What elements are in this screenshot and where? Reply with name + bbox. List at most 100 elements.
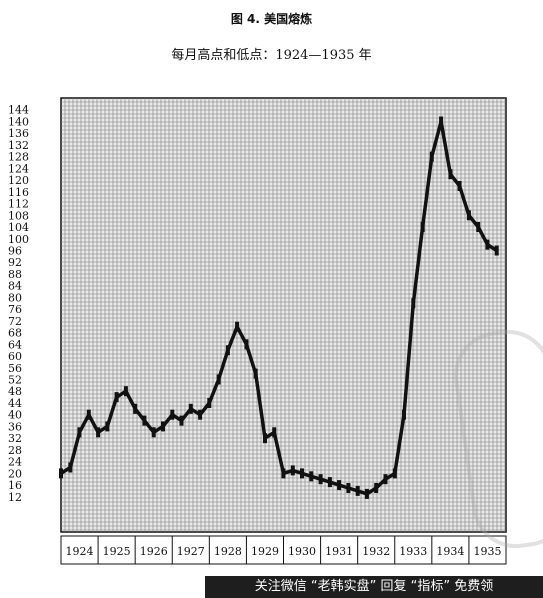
data-point [114,392,119,403]
y-tick-label: 104 [8,221,29,234]
data-point [225,345,230,356]
data-point [364,488,369,499]
y-tick-label: 108 [8,209,29,222]
data-point [355,485,360,496]
data-point [142,415,147,426]
y-tick-label: 140 [8,115,29,128]
plot-area [60,97,507,533]
y-tick-label: 124 [8,162,29,175]
data-point [133,403,138,414]
data-point [300,468,304,479]
x-axis: 1924 1925 1926 1927 1928 1929 1930 1931 1932 1933… [60,535,507,565]
data-point [170,409,175,420]
data-point [383,474,388,485]
y-tick-label: 24 [8,456,22,469]
x-tick-label: 1935 [473,545,501,558]
data-point [374,483,379,493]
x-tick-label: 1934 [436,545,464,558]
data-point [216,374,221,385]
data-point [198,409,203,420]
x-tick-label: 1924 [66,545,94,558]
y-tick-label: 36 [8,420,22,433]
y-tick-label: 12 [8,491,22,504]
y-tick-label: 92 [8,256,22,269]
data-point [411,298,416,309]
y-tick-label: 128 [8,151,29,164]
x-tick-label: 1929 [251,545,279,558]
y-tick-label: 76 [8,303,22,316]
data-point [151,427,156,438]
data-point [290,465,295,476]
y-tick-label: 56 [8,362,22,375]
data-point [207,398,212,408]
data-point [96,427,101,438]
data-point [235,321,240,332]
x-tick-label: 1930 [288,545,316,558]
data-point [346,483,351,493]
y-tick-label: 112 [8,198,29,211]
data-point [263,433,267,444]
data-point [337,480,342,491]
y-tick-label: 68 [8,327,22,340]
data-point [402,409,406,420]
y-tick-label: 16 [8,479,22,492]
y-axis: 1216202428323640444852566064687276808488… [8,104,29,504]
x-tick-label: 1933 [399,545,427,558]
grid [61,98,506,532]
chart-subtitle: 每月高点和低点：1924—1935 年 [171,48,372,63]
watermark-banner: 关注微信 “老韩实盘” 回复 “指标” 免费领 [205,576,543,598]
x-tick-label: 1932 [362,545,390,558]
data-point [309,471,314,482]
data-point [439,116,444,127]
data-point [105,421,110,432]
x-tick-label: 1931 [325,545,353,558]
data-point [86,409,91,420]
y-tick-label: 96 [8,244,22,257]
y-tick-label: 32 [8,432,22,445]
y-tick-label: 136 [8,127,29,140]
data-point [420,222,425,232]
x-tick-label: 1927 [177,545,205,558]
y-tick-label: 132 [8,139,29,152]
data-point [429,151,434,162]
y-tick-label: 64 [8,338,22,351]
y-tick-label: 44 [8,397,22,410]
data-point [318,474,323,485]
data-point [244,339,249,350]
data-point [494,245,499,256]
y-tick-label: 144 [8,104,29,117]
y-tick-label: 20 [8,467,22,480]
data-point [161,421,165,432]
y-tick-label: 60 [8,350,22,363]
data-point [466,210,471,221]
data-point [253,368,258,379]
x-tick-label: 1925 [103,545,131,558]
y-tick-label: 100 [8,233,29,246]
y-tick-label: 40 [8,409,22,422]
y-tick-label: 116 [8,186,29,199]
data-point [327,477,332,488]
y-tick-label: 48 [8,385,22,398]
y-tick-label: 28 [8,444,22,457]
data-point [392,468,397,479]
data-point [59,468,63,479]
y-tick-label: 88 [8,268,22,281]
y-tick-label: 84 [8,280,22,293]
chart-title: 图 4. 美国熔炼 [230,12,313,26]
series-layer [59,116,499,499]
data-point [457,181,462,191]
data-point [272,427,277,438]
data-point [77,427,82,438]
y-tick-label: 120 [8,174,29,187]
x-tick-label: 1928 [214,545,242,558]
data-point [68,462,73,473]
y-tick-label: 52 [8,374,22,387]
y-tick-label: 72 [8,315,22,328]
data-point [476,222,481,232]
data-point [485,239,490,250]
data-point [123,386,128,397]
y-tick-label: 80 [8,291,22,304]
data-point [179,415,184,426]
data-point [281,468,286,479]
